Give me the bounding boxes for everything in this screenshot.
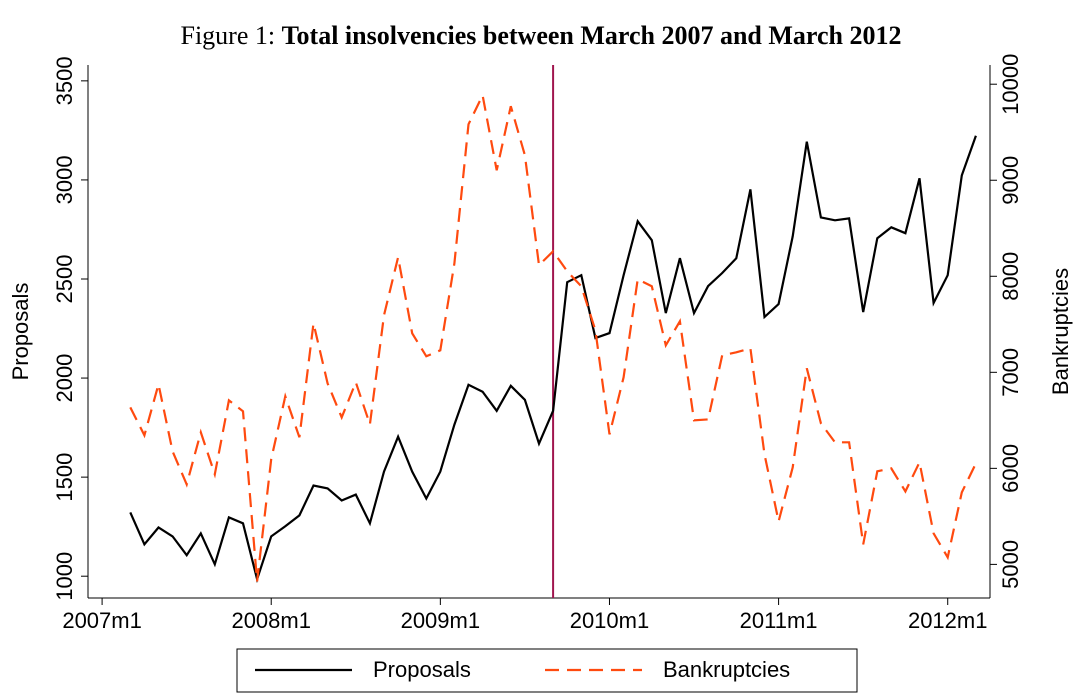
y-tick-label: 2500: [52, 255, 77, 304]
x-tick-label: 2007m1: [62, 608, 142, 633]
chart-title: Figure 1: Total insolvencies between Mar…: [180, 21, 901, 50]
series-line: [129, 91, 977, 582]
y2-tick-label: 6000: [998, 444, 1023, 493]
title: Total insolvencies between March 2007 an…: [282, 21, 902, 50]
y2-tick-label: 8000: [998, 252, 1023, 301]
x-tick-label: 2011m1: [740, 608, 818, 633]
y2-axis-title: Bankruptcies: [1048, 268, 1073, 395]
legend-box: [236, 648, 858, 693]
y-tick-label: 1000: [52, 552, 77, 601]
x-tick-label: 2012m1: [908, 608, 988, 633]
y2-tick-label: 7000: [998, 348, 1023, 397]
x-tick-label: 2010m1: [570, 608, 650, 633]
y-tick-label: 2000: [52, 354, 77, 403]
y-tick-label: 1500: [52, 453, 77, 502]
y2-tick-label: 10000: [998, 54, 1023, 115]
legend-label: Proposals: [373, 657, 471, 682]
series-line: [129, 135, 977, 584]
legend-label: Bankruptcies: [663, 657, 790, 682]
y2-tick-label: 9000: [998, 156, 1023, 205]
x-tick-label: 2008m1: [231, 608, 311, 633]
y2-tick-label: 5000: [998, 540, 1023, 589]
caption: Figure 1:: [180, 21, 275, 50]
y-tick-label: 3000: [52, 155, 77, 204]
y-tick-label: 3500: [52, 56, 77, 105]
y-axis-title: Proposals: [8, 283, 33, 381]
x-tick-label: 2009m1: [401, 608, 481, 633]
